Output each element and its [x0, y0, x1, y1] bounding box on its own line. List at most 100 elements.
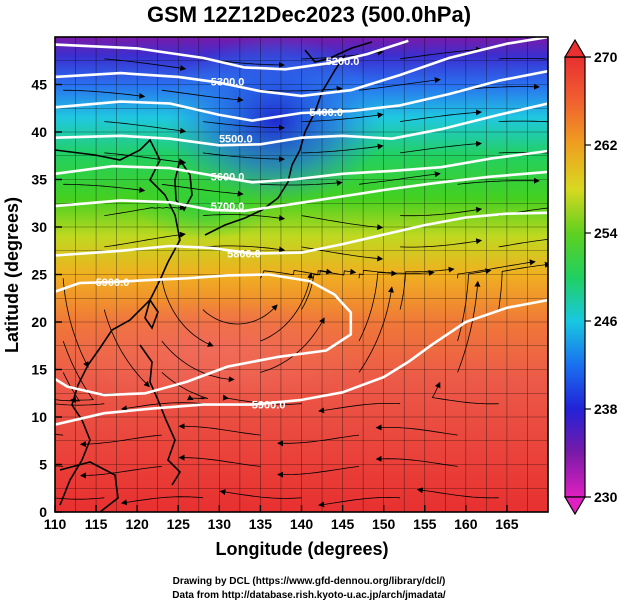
wind-streamline — [358, 270, 398, 342]
height-contour-line — [55, 149, 548, 184]
x-tick-label: 135 — [249, 516, 273, 532]
height-contours: 5200.0 5300.0 5400.0 5500.0 5600.0 5700.0 5800… — [55, 37, 548, 426]
colorbar-tick-label: 238 — [594, 401, 618, 417]
green-tongue-shading — [135, 170, 275, 240]
plot-area: 5200.0 5300.0 5400.0 5500.0 5600.0 5700.0 5800… — [55, 37, 548, 512]
x-tick-label: 145 — [331, 516, 355, 532]
y-axis-label: Latitude (degrees) — [2, 197, 22, 353]
wind-streamline — [104, 152, 187, 166]
wind-streamline — [260, 180, 343, 187]
height-contour-line — [55, 211, 548, 257]
y-tick-label: 30 — [31, 219, 47, 235]
coastline-japan — [204, 54, 346, 236]
colorbar-top-arrow — [563, 38, 587, 58]
wind-streamline — [318, 403, 401, 414]
wind-streamline — [260, 317, 325, 373]
wind-streamline — [457, 177, 540, 185]
credit-line-1: Drawing by DCL (https://www.gfd-dennou.o… — [173, 576, 446, 587]
x-tick-label: 165 — [495, 516, 519, 532]
wind-streamline — [358, 286, 394, 373]
wind-streamline — [260, 85, 343, 92]
x-tick-label: 120 — [125, 516, 149, 532]
x-axis-ticks: 110 115 120 125 130 135 140 145 150 155 160 165 — [44, 505, 519, 532]
colorbar: 230 238 246 254 262 270 — [563, 38, 618, 516]
colorbar-body — [564, 56, 586, 498]
y-tick-label: 5 — [39, 457, 47, 473]
wind-streamline — [375, 424, 458, 436]
wind-streamline — [202, 304, 278, 325]
grid-lines — [55, 37, 548, 512]
wind-streamline — [358, 171, 441, 185]
wind-streamline — [301, 268, 357, 310]
coastline-sakhalin-kurils — [304, 41, 373, 63]
wind-streamline — [104, 204, 186, 216]
wind-streamline — [399, 266, 455, 310]
wind-streamline — [202, 214, 286, 222]
y-tick-label: 45 — [31, 77, 47, 93]
wind-streamline — [358, 269, 435, 279]
wind-streamline — [161, 372, 209, 401]
wind-streamline — [431, 381, 499, 405]
wind-streamline — [120, 496, 203, 506]
wind-streamline — [498, 120, 548, 123]
height-contour-line — [55, 170, 548, 213]
wind-streamline — [178, 423, 261, 436]
wind-streamline — [178, 454, 261, 467]
wind-streamline — [375, 455, 458, 467]
wind-streamline — [457, 280, 481, 373]
y-tick-label: 35 — [31, 172, 47, 188]
x-tick-label: 140 — [290, 516, 314, 532]
height-contour-label: 5800.0 — [227, 249, 261, 261]
height-contour-line — [55, 273, 353, 397]
colorbar-bottom-arrow — [563, 496, 587, 516]
wind-streamline — [103, 309, 150, 388]
x-tick-label: 160 — [454, 516, 478, 532]
wind-streamline — [260, 268, 333, 279]
colorbar-tick-label: 230 — [594, 489, 618, 505]
colorbar-tick-label: 246 — [594, 313, 618, 329]
wind-streamline — [202, 245, 286, 253]
y-tick-label: 25 — [31, 267, 47, 283]
height-contour-label: 5300.0 — [211, 77, 245, 89]
wind-streamline — [55, 465, 64, 467]
height-contour-line — [55, 69, 548, 122]
wind-streamline — [301, 112, 384, 122]
wind-streamline — [62, 340, 94, 404]
wind-streamline — [161, 278, 214, 347]
wind-streamline — [400, 109, 482, 122]
coastline-philippines — [139, 344, 182, 486]
wind-streamline — [55, 403, 105, 406]
wind-streamline — [79, 466, 162, 479]
wind-streamline — [301, 143, 384, 154]
warm-cell-shading — [55, 295, 370, 405]
height-contour-line — [55, 37, 548, 98]
height-contour-label: 5900.0 — [96, 277, 130, 289]
wind-streamline — [260, 272, 314, 342]
x-axis-label: Longitude (degrees) — [215, 539, 388, 559]
wind-streamline — [79, 434, 162, 448]
wind-streamline — [202, 121, 285, 131]
wind-streamline — [301, 215, 384, 231]
wind-streamline — [63, 183, 146, 193]
wind-streamline — [400, 238, 483, 248]
x-tick-label: 110 — [44, 516, 67, 532]
height-contour-label: 5700.0 — [211, 201, 245, 213]
height-contour-label: 5500.0 — [219, 134, 253, 146]
wind-streamline — [358, 77, 441, 91]
wind-streamline — [416, 487, 499, 499]
wind-streamline — [55, 497, 105, 500]
height-contour-label: 5600.0 — [211, 172, 245, 184]
height-contour-label: 5400.0 — [309, 107, 343, 119]
height-contour-label: 5200.0 — [326, 56, 360, 68]
wind-streamline — [55, 433, 64, 436]
wind-streamline — [161, 340, 235, 383]
coastlines — [55, 41, 373, 512]
wind-streamline — [161, 89, 244, 103]
colorbar-tick-label: 254 — [594, 225, 618, 241]
wind-streamline — [400, 206, 483, 217]
height-contour-line — [55, 39, 409, 71]
wind-streamline — [161, 183, 244, 197]
height-contour-label: 5900.0 — [252, 400, 286, 412]
x-tick-label: 150 — [372, 516, 396, 532]
